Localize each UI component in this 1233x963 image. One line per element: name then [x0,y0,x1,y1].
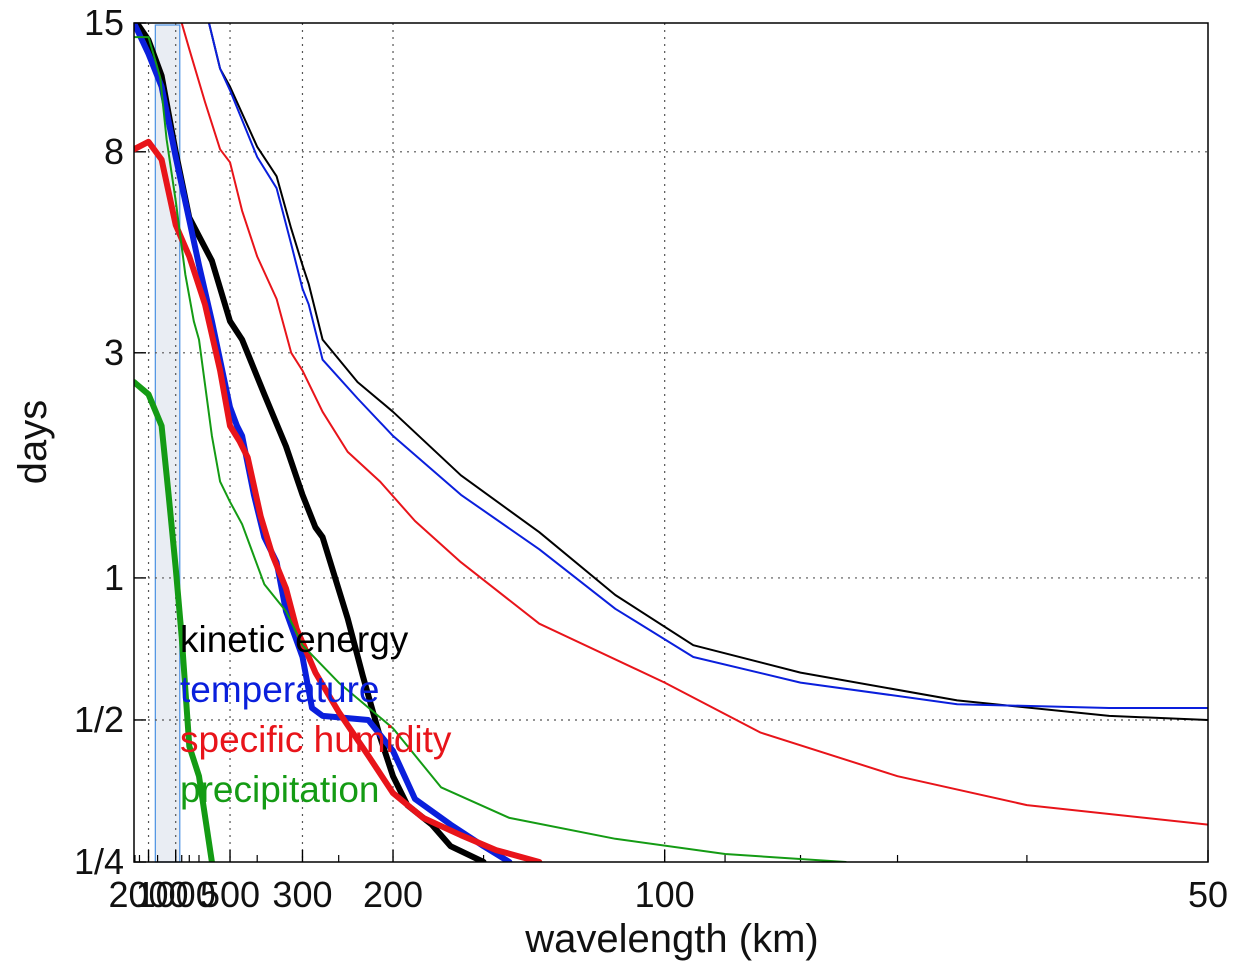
series-layer [134,23,1208,862]
y-tick-label: 1 [104,557,124,598]
legend-entry: specific humidity [180,719,452,760]
series-line-4 [208,23,1208,721]
series-line-3 [134,379,215,862]
series-line-7 [134,36,847,862]
plot-frame [133,22,1209,863]
y-tick-label: 1/4 [74,841,124,882]
x-tick-label: 300 [272,874,332,915]
x-tick-label: 500 [200,874,260,915]
x-tick-label: 100 [635,874,695,915]
legend-entry: temperature [180,669,380,710]
series-line-5 [208,23,1208,709]
legend: kinetic energy temperature specific humidi… [180,619,452,810]
x-axis-label: wavelength (km) [524,917,818,961]
x-tick-label: 200 [363,874,423,915]
legend-entry: kinetic energy [180,619,409,660]
legend-entry: precipitation [180,769,380,810]
x-tick-label: 50 [1188,874,1228,915]
series-line-2 [134,138,543,862]
y-tick-label: 3 [104,332,124,373]
y-tick-label: 8 [104,131,124,172]
y-tick-label: 15 [84,2,124,43]
x-tick-label: 2000 [108,874,188,915]
x-tick-label: 1000 [136,874,216,915]
y-tick-label: 1/2 [74,699,124,740]
series-line-6 [180,23,1208,826]
y-axis-label: days [11,400,55,485]
